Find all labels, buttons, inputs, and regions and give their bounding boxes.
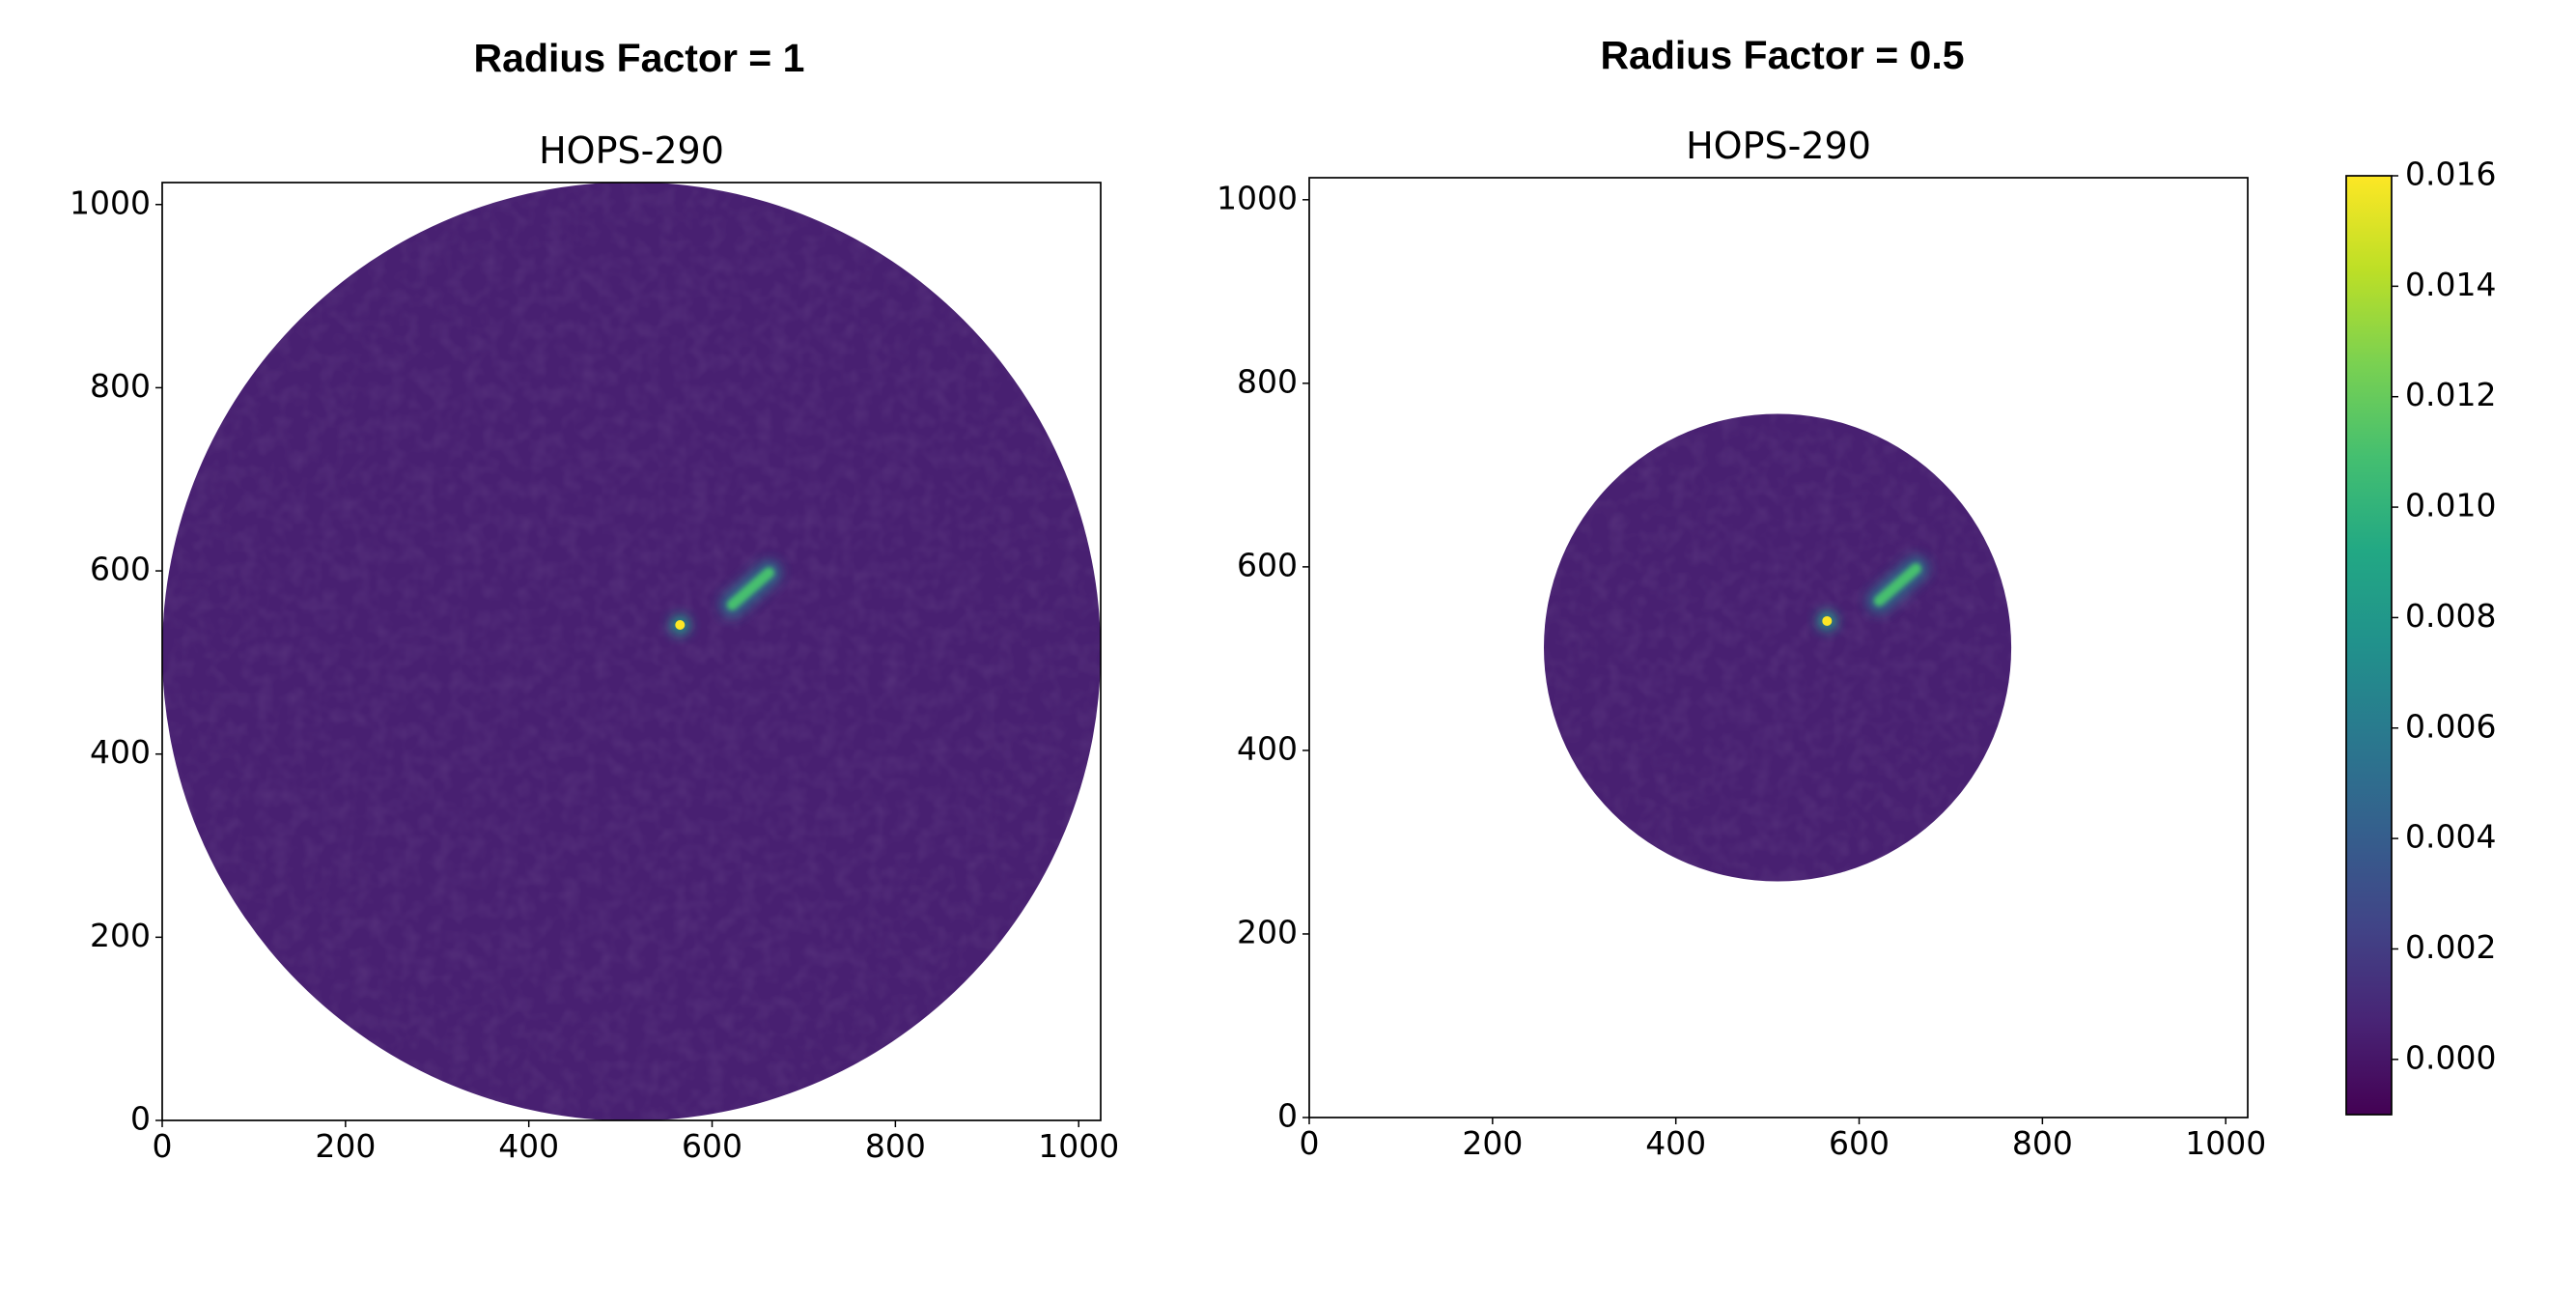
y-tick-label: 1000 (70, 184, 151, 221)
jet (726, 567, 774, 610)
x-tick-label: 600 (1829, 1124, 1890, 1162)
jet (1873, 563, 1921, 607)
colorbar-tick-label: 0.016 (2405, 156, 2496, 193)
y-tick-label: 600 (90, 551, 151, 588)
image (162, 183, 1101, 1120)
x-tick-label: 1000 (1038, 1127, 1119, 1165)
image (1544, 413, 2012, 882)
figure-subtitle: Radius Factor = 0.5 (1600, 33, 1964, 77)
colorbar-tick-label: 0.010 (2405, 487, 2496, 524)
axes-title: HOPS-290 (539, 129, 724, 172)
x-tick-label: 800 (2012, 1124, 2073, 1162)
noise (162, 183, 1101, 1120)
y-tick-label: 0 (130, 1100, 151, 1138)
x-tick-label: 1000 (2185, 1124, 2266, 1162)
y-tick-label: 0 (1277, 1097, 1298, 1135)
x-tick-label: 600 (682, 1127, 742, 1165)
colorbar-tick-label: 0.000 (2405, 1038, 2496, 1076)
x-tick-label: 0 (153, 1127, 173, 1165)
x-tick-label: 800 (865, 1127, 926, 1165)
y-tick-label: 200 (90, 917, 151, 954)
colorbar-tick-label: 0.012 (2405, 376, 2496, 413)
y-tick-label: 400 (90, 733, 151, 771)
axes-title: HOPS-290 (1686, 125, 1871, 167)
colorbar-tick-label: 0.004 (2405, 818, 2496, 856)
colorbar-tick-label: 0.014 (2405, 266, 2496, 303)
x-tick-label: 200 (315, 1127, 376, 1165)
figure-subtitle: Radius Factor = 1 (474, 36, 805, 80)
y-tick-label: 800 (90, 367, 151, 405)
y-tick-label: 1000 (1217, 179, 1298, 216)
y-tick-label: 600 (1237, 546, 1298, 583)
x-tick-label: 400 (1645, 1124, 1706, 1162)
x-tick-label: 200 (1462, 1124, 1523, 1162)
point-source (1822, 615, 1833, 626)
axes-frame (161, 182, 1102, 1121)
y-tick-label: 200 (1237, 913, 1298, 950)
noise (1544, 413, 2012, 882)
y-tick-label: 800 (1237, 362, 1298, 400)
colorbar-tick-label: 0.006 (2405, 707, 2496, 745)
point-source (675, 620, 686, 631)
y-tick-label: 400 (1237, 729, 1298, 767)
axes-frame (1308, 177, 2249, 1118)
colorbar-tick-label: 0.002 (2405, 928, 2496, 966)
colorbar (2345, 175, 2393, 1116)
x-tick-label: 0 (1300, 1124, 1320, 1162)
x-tick-label: 400 (498, 1127, 559, 1165)
colorbar-tick-label: 0.008 (2405, 597, 2496, 635)
